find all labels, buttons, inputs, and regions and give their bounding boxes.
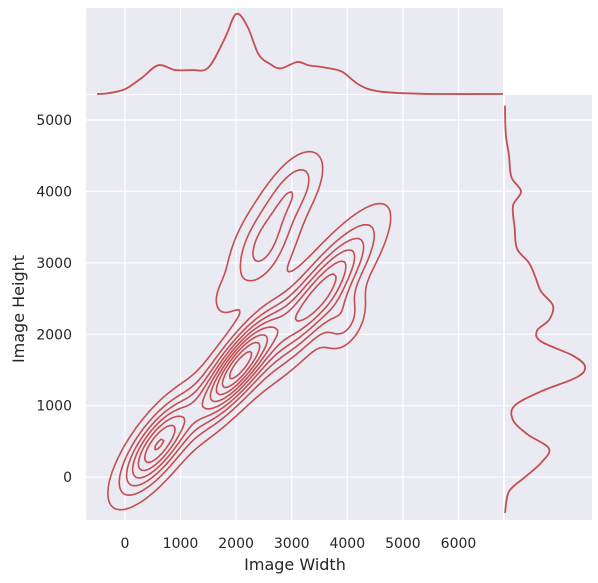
x-tick-label: 0 bbox=[120, 536, 129, 552]
top-marginal-curve bbox=[97, 12, 504, 95]
main-plot-background bbox=[86, 95, 503, 520]
y-tick-label: 2000 bbox=[36, 327, 72, 343]
right-marginal-kde bbox=[504, 105, 587, 514]
kde-contour-level bbox=[118, 169, 375, 496]
kde-contour-level bbox=[221, 341, 261, 389]
x-tick-labels: 0 1000 2000 3000 4000 5000 6000 bbox=[120, 536, 476, 552]
top-marginal-kde bbox=[97, 12, 504, 95]
y-tick-label: 3000 bbox=[36, 256, 72, 272]
y-axis-label: Image Height bbox=[9, 255, 28, 363]
x-tick-label: 4000 bbox=[329, 536, 365, 552]
y-tick-label: 4000 bbox=[36, 184, 72, 200]
main-grid bbox=[86, 95, 503, 520]
x-tick-label: 1000 bbox=[163, 536, 199, 552]
top-marginal-background bbox=[86, 8, 503, 94]
kde-contour-level bbox=[143, 273, 337, 464]
kde-contours bbox=[107, 150, 392, 511]
kde-contour-level bbox=[137, 260, 347, 472]
right-marginal-background bbox=[505, 95, 592, 520]
kde-contour-level bbox=[154, 334, 269, 451]
kde-contour-level bbox=[228, 350, 253, 380]
x-tick-label: 3000 bbox=[274, 536, 310, 552]
x-axis-label: Image Width bbox=[244, 555, 346, 574]
right-marginal-grid bbox=[505, 119, 592, 478]
x-tick-label: 5000 bbox=[385, 536, 421, 552]
top-marginal-grid bbox=[124, 8, 460, 94]
x-tick-label: 6000 bbox=[441, 536, 477, 552]
y-tick-labels: 0 1000 2000 3000 4000 5000 bbox=[36, 113, 72, 486]
y-tick-label: 1000 bbox=[36, 399, 72, 415]
kde-contour-level bbox=[125, 191, 365, 487]
y-tick-label: 0 bbox=[63, 470, 72, 486]
right-marginal-curve bbox=[504, 105, 587, 514]
y-tick-label: 5000 bbox=[36, 113, 72, 129]
kde-contour-level bbox=[131, 249, 356, 479]
kde-contour-level bbox=[107, 150, 392, 511]
x-tick-label: 2000 bbox=[218, 536, 254, 552]
